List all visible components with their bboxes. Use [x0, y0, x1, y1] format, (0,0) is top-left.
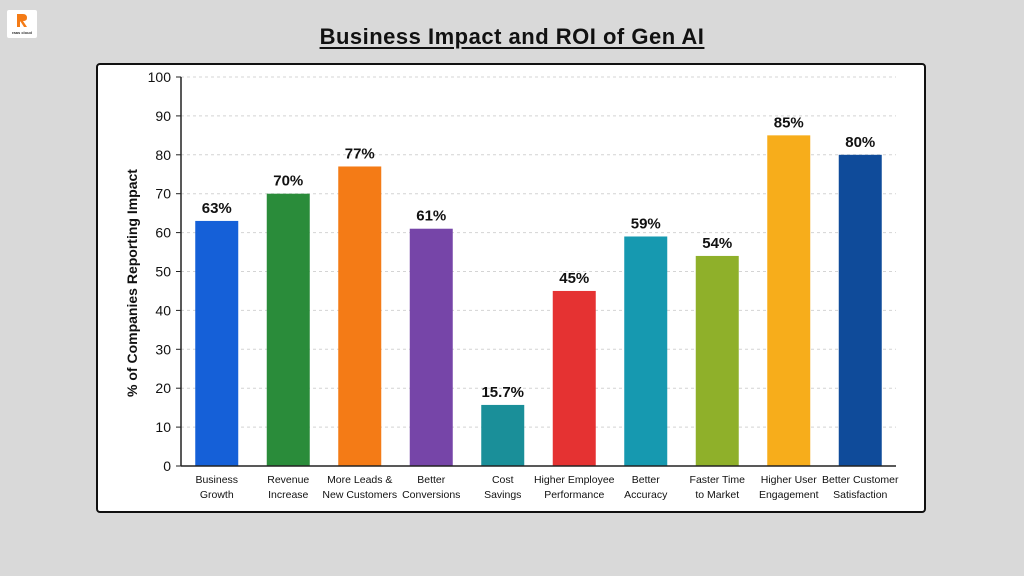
data-label: 15.7% [481, 384, 524, 401]
data-label: 59% [631, 215, 661, 232]
y-tick-label: 40 [155, 302, 171, 318]
x-tick-label: Business [195, 474, 238, 486]
logo-text: raas cloud [11, 30, 32, 35]
y-tick-label: 50 [155, 264, 171, 280]
bar [767, 135, 811, 466]
data-label: 85% [774, 114, 804, 131]
x-tick-label: Growth [200, 489, 234, 501]
data-labels: 63% 70% 77% 61% 15.7% 45% 59% 54% 85% 80% [202, 114, 876, 401]
y-tick-label: 60 [155, 225, 171, 241]
y-tick-label: 90 [155, 108, 171, 124]
y-tick-label: 100 [148, 69, 172, 85]
x-tick-label: Engagement [759, 489, 819, 501]
x-tick-label: Better [417, 474, 446, 486]
bar [195, 220, 239, 466]
x-tick-label: Conversions [402, 489, 460, 501]
data-label: 77% [345, 145, 375, 162]
x-tick-label: Higher User [761, 474, 818, 486]
bar [266, 193, 310, 466]
data-label: 54% [702, 235, 732, 252]
brand-logo: raas cloud [7, 10, 37, 38]
bar [695, 255, 739, 466]
x-tick-label: Better Customer [822, 474, 899, 486]
y-tick-label: 20 [155, 380, 171, 396]
x-tick-label: Revenue [267, 474, 309, 486]
x-tick-label: Better [632, 474, 661, 486]
x-tick-label: Increase [268, 489, 308, 501]
data-label: 80% [845, 134, 875, 151]
bar [552, 290, 596, 466]
y-ticks: 0 10 20 30 40 50 60 70 80 90 100 [148, 69, 181, 474]
x-tick-label: Accuracy [624, 489, 668, 501]
y-tick-label: 0 [163, 458, 171, 474]
x-tick-label: Cost [492, 474, 514, 486]
y-axis-label: % of Companies Reporting Impact [124, 169, 140, 397]
x-tick-label: Higher Employee [534, 474, 615, 486]
x-tick-label: New Customers [322, 489, 397, 501]
bar [338, 166, 382, 466]
x-tick-label: Satisfaction [833, 489, 887, 501]
data-label: 61% [416, 208, 446, 225]
x-tick-label: Performance [544, 489, 604, 501]
y-tick-label: 70 [155, 186, 171, 202]
x-tick-label: to Market [695, 489, 739, 501]
x-tick-label: More Leads & [327, 474, 392, 486]
data-label: 63% [202, 200, 232, 217]
logo-icon [17, 14, 27, 27]
y-tick-label: 30 [155, 341, 171, 357]
x-ticks: Business Growth Revenue Increase More Leads … [195, 474, 899, 501]
data-label: 70% [273, 173, 303, 190]
chart-title: Business Impact and ROI of Gen AI [319, 24, 705, 49]
x-tick-label: Faster Time [690, 474, 746, 486]
bar [409, 228, 453, 466]
data-label: 45% [559, 270, 589, 287]
bar [624, 236, 668, 466]
x-tick-label: Savings [484, 489, 521, 501]
bar [838, 154, 882, 467]
y-tick-label: 10 [155, 419, 171, 435]
bars [195, 135, 882, 467]
bar [481, 404, 525, 466]
y-tick-label: 80 [155, 147, 171, 163]
